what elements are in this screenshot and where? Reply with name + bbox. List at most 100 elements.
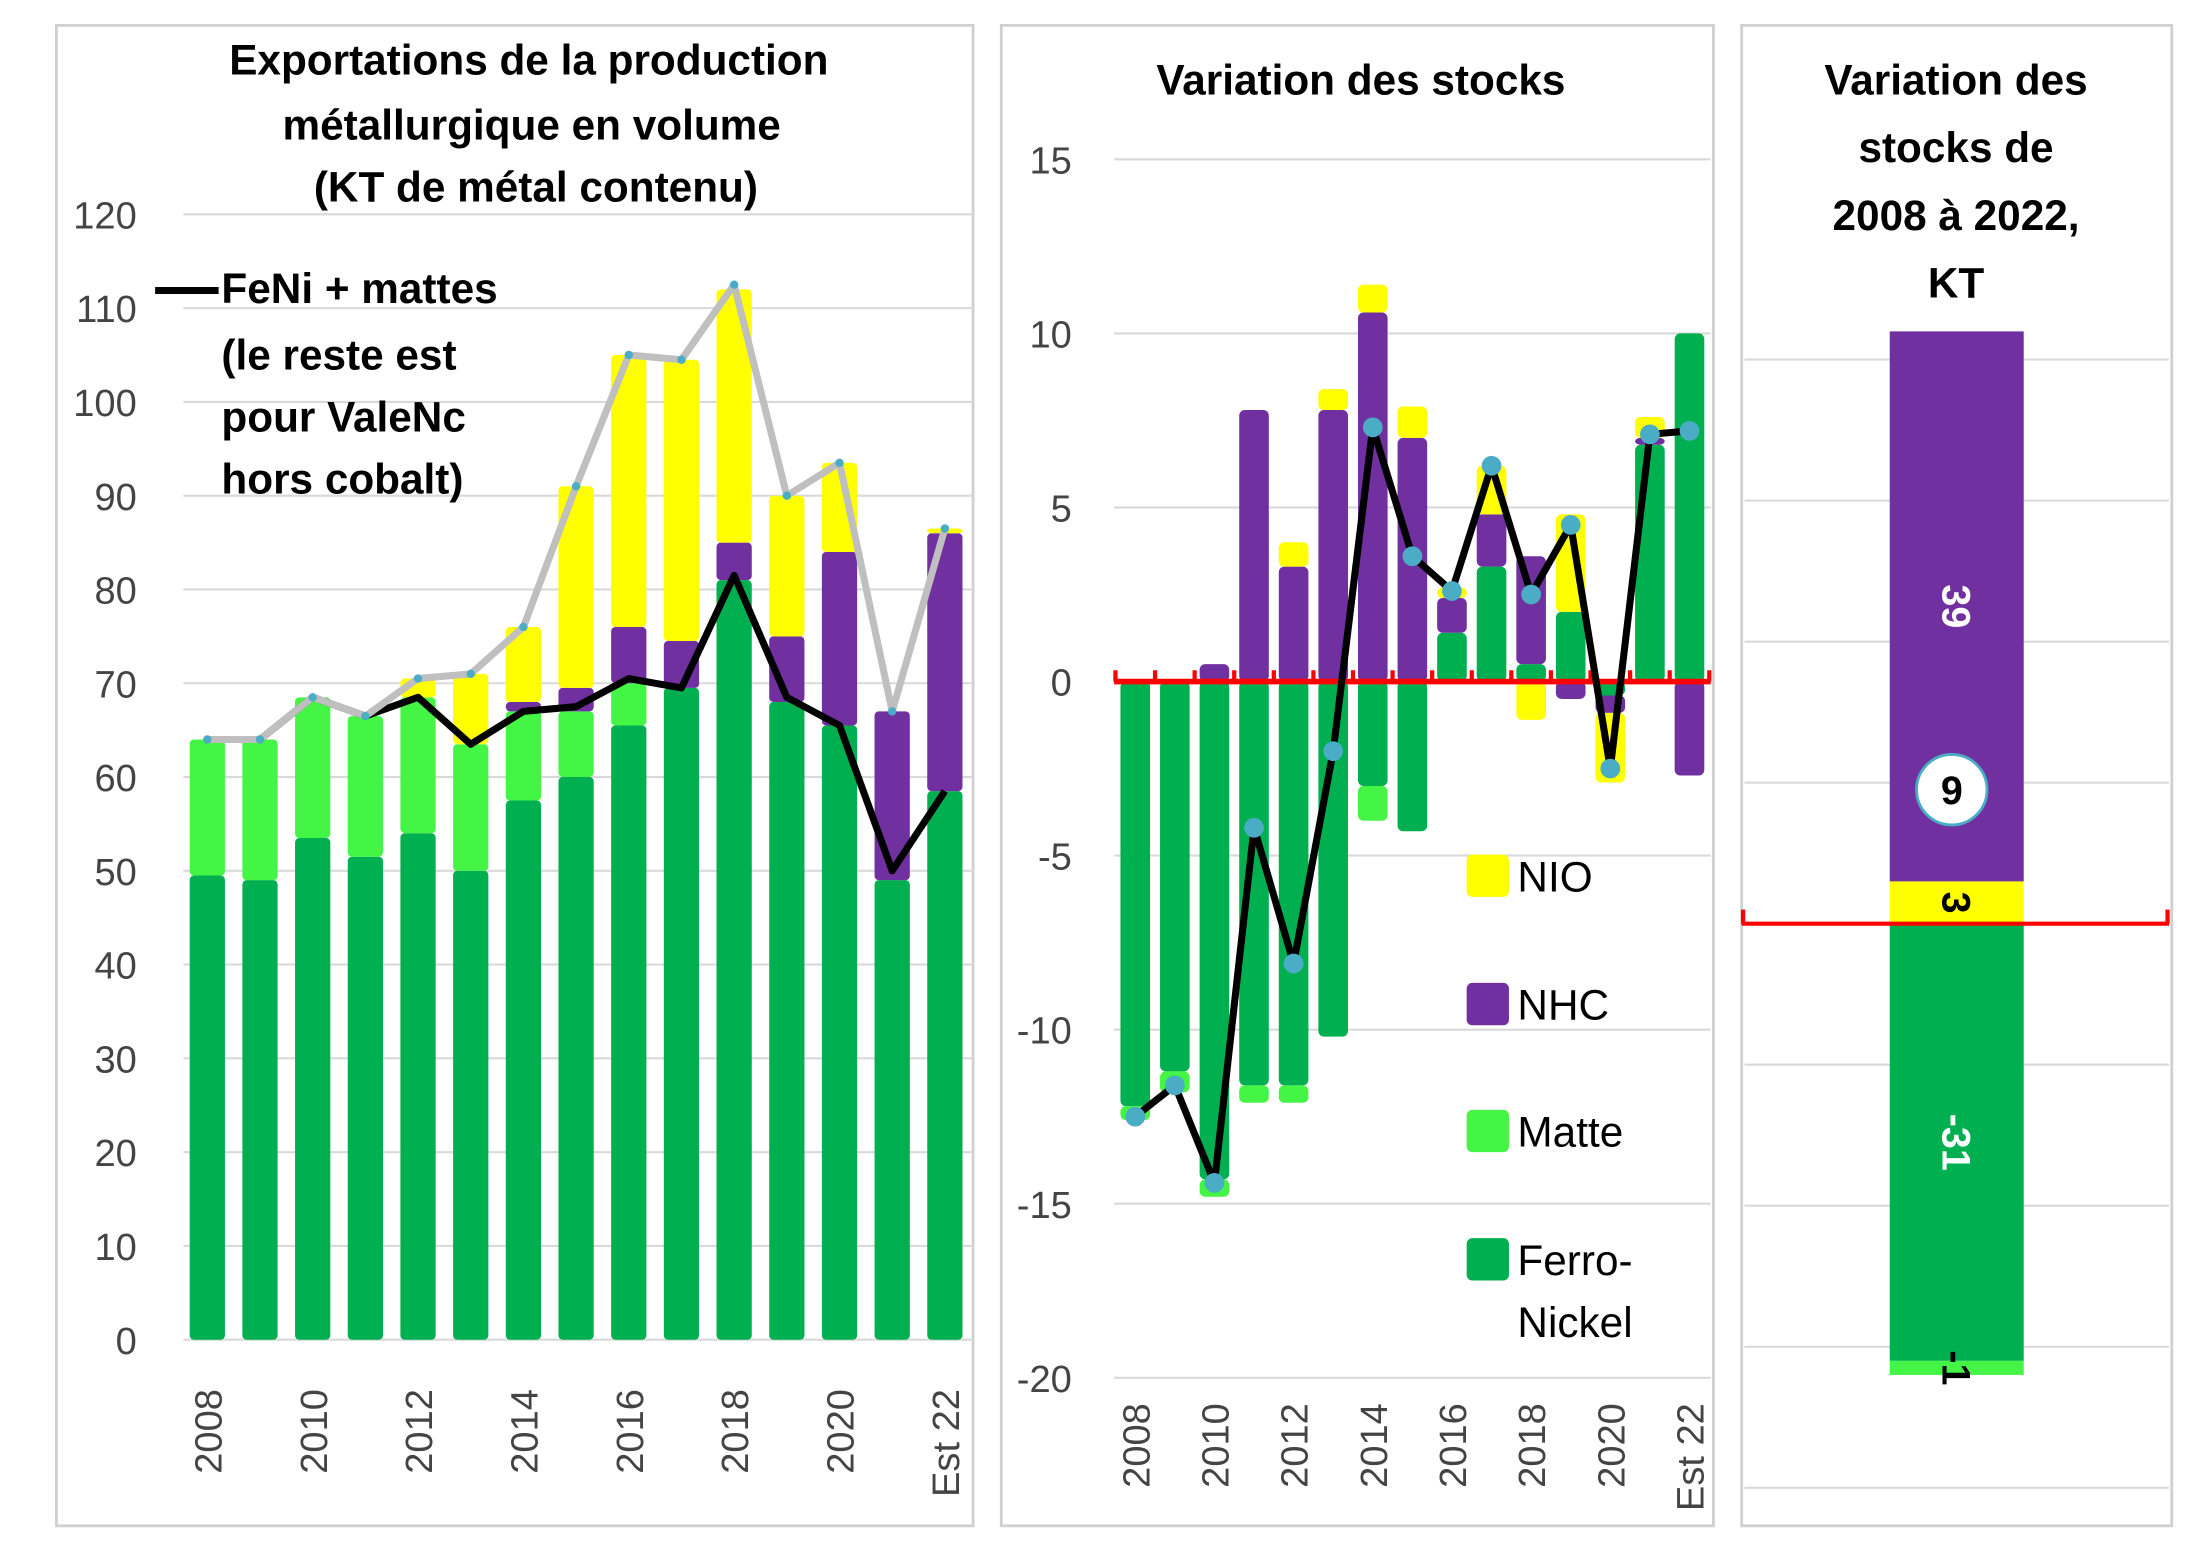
bar-ferro-nickel: [1437, 632, 1467, 682]
bar-nio: [1357, 284, 1388, 313]
bar-ferro-nickel: [716, 580, 752, 1340]
bar-ferro-nickel: [1397, 681, 1428, 832]
x-tick-label: 2014: [505, 1389, 547, 1474]
bar-ferro-nickel: [453, 870, 489, 1340]
bar-ferro-nickel: [505, 800, 542, 1340]
bar-nio: [558, 486, 594, 688]
bar-nio: [1397, 406, 1428, 438]
data-point: [1600, 758, 1621, 779]
data-point: [571, 482, 581, 491]
y-tick-label: 10: [1029, 315, 1071, 357]
exports-title-line-3: (KT de métal contenu): [314, 164, 758, 211]
data-point: [1442, 581, 1462, 601]
bar-nhc: [1437, 597, 1467, 633]
data-point: [835, 458, 844, 468]
stock-variation-chart: 15 10 5 0 -5 -10 -15 -20 2008 2010 2012 2014 2016 201…: [1017, 140, 1713, 1511]
panel-stock-variation: [999, 23, 1715, 1528]
bar-ferro-nickel: [1120, 681, 1151, 1107]
bar-nio: [663, 359, 700, 642]
bar-matte: [295, 697, 331, 838]
x-tick-label: 2008: [188, 1389, 230, 1474]
bar-ferro-nickel: [927, 791, 963, 1340]
bar-ferro-nickel: [1239, 681, 1269, 1086]
bar-ferro-nickel: [1318, 681, 1349, 1037]
x-tick-label: 2018: [715, 1389, 757, 1474]
bar-ferro-nickel: [189, 875, 225, 1340]
x-tick-label: 2014: [1354, 1403, 1396, 1488]
bar-matte: [400, 697, 436, 834]
y-tick-label: 30: [94, 1039, 136, 1081]
bar-matte: [1278, 1085, 1309, 1103]
segment-matte: [1889, 1360, 2024, 1375]
legend-swatch-matte: [1466, 1109, 1509, 1153]
data-point: [413, 674, 423, 683]
y-tick-label: 90: [94, 477, 136, 519]
bar-matte: [453, 744, 489, 871]
bar-nio: [769, 495, 805, 637]
net-value: 9: [1941, 769, 1963, 813]
x-tick-label: 2012: [1275, 1403, 1317, 1488]
bar-nhc: [927, 533, 963, 792]
y-tick-label: -15: [1017, 1185, 1072, 1227]
exports-chart: 0 10 20 30 40 50 60 70 80 90 100 110 120 2008 2010 2012…: [73, 195, 974, 1497]
x-tick-label: 2012: [399, 1389, 441, 1474]
data-point: [940, 524, 950, 533]
bar-ferro-nickel: [663, 687, 700, 1340]
data-point: [466, 669, 475, 679]
x-tick-label: 2018: [1512, 1403, 1554, 1488]
bar-ferro-nickel: [1278, 681, 1309, 1086]
legend-swatch-nio: [1466, 854, 1509, 897]
y-tick-label: 15: [1029, 140, 1071, 182]
stock-total-title-line-4: KT: [1928, 260, 1985, 307]
segment-label: 3: [1934, 892, 1978, 914]
data-point: [1402, 546, 1423, 567]
legend-swatch-ferro-nickel: [1466, 1238, 1509, 1281]
bar-nio: [1516, 681, 1546, 720]
annotation-line-3: pour ValeNc: [221, 394, 465, 441]
x-tick-label: 2016: [1433, 1403, 1475, 1488]
bar-nhc: [1674, 681, 1705, 776]
data-point: [729, 280, 739, 289]
data-point: [782, 491, 792, 500]
bar-ferro-nickel: [1160, 681, 1190, 1072]
annotation-line-1: FeNi + mattes: [221, 265, 497, 312]
y-tick-label: 50: [94, 852, 136, 894]
segment-label: -1: [1934, 1350, 1978, 1385]
y-tick-label: 5: [1051, 489, 1072, 531]
data-point: [1125, 1106, 1146, 1127]
segment-ferro-nickel: [1889, 923, 2024, 1361]
bar-ferro-nickel: [1476, 566, 1507, 682]
bar-matte: [1239, 1085, 1269, 1103]
data-point: [1521, 584, 1542, 605]
bar-nhc: [1199, 664, 1230, 682]
bar-ferro-nickel: [769, 702, 805, 1340]
data-point: [1679, 421, 1700, 441]
data-point: [361, 711, 370, 721]
stock-legend: NIO NHC Matte Ferro- Nickel: [1466, 853, 1633, 1346]
y-tick-label: 0: [116, 1321, 137, 1363]
segment-label: 39: [1934, 584, 1978, 628]
legend-label-nio: NIO: [1517, 853, 1592, 900]
legend-label-nhc: NHC: [1517, 982, 1609, 1029]
y-tick-label: 120: [73, 195, 137, 237]
bar-nhc: [1239, 410, 1269, 682]
bar-matte: [242, 739, 278, 881]
stock-total-title-line-3: 2008 à 2022,: [1833, 192, 2080, 239]
bar-matte: [611, 683, 647, 726]
x-tick-label: 2008: [1116, 1403, 1158, 1488]
exports-title-line-2: métallurgique en volume: [283, 102, 781, 149]
y-tick-label: 60: [94, 758, 136, 800]
data-point: [1244, 817, 1264, 838]
legend-swatch-nhc: [1466, 982, 1509, 1026]
x-tick-label: Est 22: [926, 1389, 968, 1497]
bar-matte: [558, 711, 594, 778]
net-badge: [1915, 753, 1989, 827]
x-tick-label: Est 22: [1671, 1403, 1713, 1511]
y-tick-label: 20: [94, 1133, 136, 1175]
bar-nhc: [611, 626, 647, 684]
bar-ferro-nickel: [347, 856, 383, 1340]
y-tick-label: 110: [76, 289, 137, 331]
y-tick-label: 0: [1051, 663, 1072, 705]
segment-nio: [1889, 881, 2024, 924]
